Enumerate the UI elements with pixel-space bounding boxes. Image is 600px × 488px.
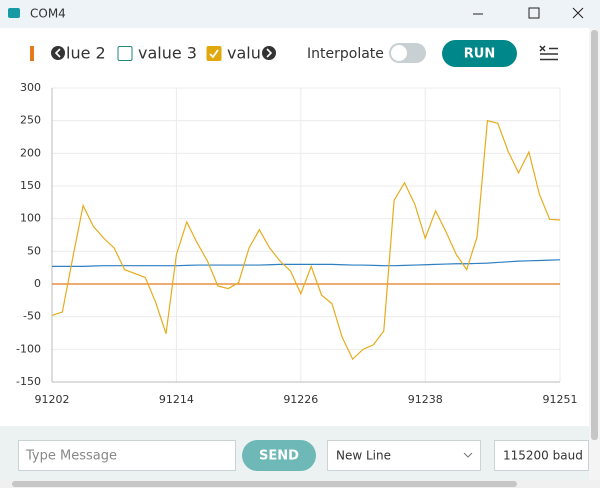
scroll-thumb[interactable] — [591, 30, 598, 440]
y-tick-label: 50 — [27, 244, 41, 257]
app-icon — [8, 8, 20, 18]
legend-checkbox — [30, 46, 34, 61]
x-tick-label: 91251 — [543, 393, 578, 406]
x-tick-label: 91226 — [283, 393, 318, 406]
legend-label: value 3 — [138, 44, 197, 63]
baud-select[interactable] — [494, 440, 589, 471]
scroll-thumb-h[interactable] — [12, 481, 517, 487]
title-bar — [0, 0, 600, 28]
check — [209, 49, 219, 59]
clear-button[interactable] — [539, 45, 558, 61]
message-placeholder: Type Message — [25, 449, 117, 464]
y-tick-label: 150 — [20, 179, 41, 192]
x-tick-label: 91214 — [159, 393, 194, 406]
series-line — [52, 259, 561, 267]
y-tick-label: 0 — [34, 277, 41, 290]
line-ending: New Line — [336, 449, 391, 463]
run-label: RUN — [464, 47, 495, 62]
y-tick-label: 200 — [20, 146, 41, 159]
send-label: SEND — [259, 449, 299, 464]
line-ending-select[interactable] — [327, 440, 481, 471]
close[interactable] — [572, 7, 584, 19]
y-tick-label: 300 — [20, 81, 41, 94]
window-title: COM4 — [30, 7, 66, 21]
x-tick-label: 91202 — [35, 393, 70, 406]
x-tick-label: 91238 — [408, 393, 443, 406]
send-button[interactable] — [242, 440, 316, 471]
legend-checkbox[interactable] — [117, 46, 133, 61]
baud: 115200 baud — [503, 449, 583, 463]
y-tick-label: -50 — [23, 310, 41, 323]
y-tick-label: -100 — [16, 342, 41, 355]
y-tick-label: -150 — [16, 375, 41, 388]
legend-checkbox[interactable] — [206, 46, 222, 61]
legend-label: valu — [227, 44, 261, 63]
series-line — [51, 119, 561, 361]
maximize[interactable] — [528, 7, 540, 19]
y-tick-label: 100 — [20, 212, 41, 225]
legend-label: lue 2 — [66, 44, 106, 63]
interpolate-label: Interpolate — [307, 46, 384, 62]
message-input[interactable] — [18, 440, 236, 471]
run-button[interactable] — [442, 40, 517, 67]
legend-next[interactable] — [262, 46, 276, 60]
y-tick-label: 250 — [20, 114, 41, 127]
legend-prev[interactable] — [51, 46, 65, 60]
